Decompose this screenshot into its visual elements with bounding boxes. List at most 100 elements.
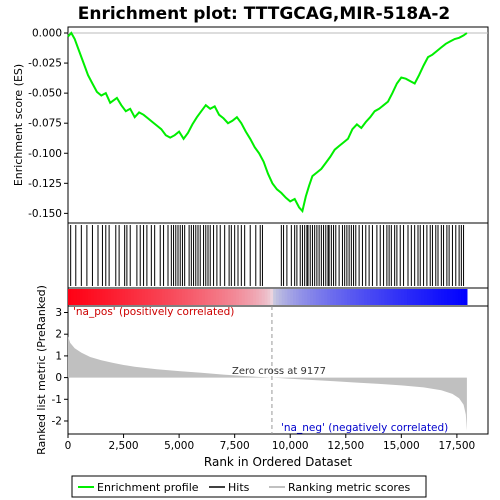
heat-cell [358,289,363,305]
heat-cell [147,289,152,305]
heat-cell [227,289,232,305]
heat-cell [204,289,209,305]
heat-cell [210,289,214,305]
heat-cell [82,289,86,305]
heat-cell [99,289,103,305]
chart-title: Enrichment plot: TTTGCAG,MIR-518A-2 [78,4,451,24]
heat-cell [321,289,326,305]
heat-cell [449,289,454,305]
heat-cell [461,289,465,305]
es-y-tick-label: -0.150 [28,208,62,220]
heat-cell [167,289,172,305]
heat-cell [341,289,345,305]
heat-cell [418,289,422,305]
heat-cell [150,289,155,305]
heat-cell [407,289,411,305]
heat-cell [264,289,269,305]
heat-cell [244,289,249,305]
metric-y-tick-label: -2 [52,415,62,427]
heat-cell [79,289,83,305]
heat-cell [389,289,394,305]
es-y-axis-label: Enrichment score (ES) [12,64,25,186]
heat-cell [435,289,439,305]
heat-cell [324,289,328,305]
heat-cell [162,289,166,305]
heat-cell [76,289,80,305]
heat-cell [464,289,468,305]
metric-y-tick-label: 2 [55,329,62,341]
heat-cell [327,289,331,305]
heat-cell [458,289,462,305]
heat-cell [221,289,226,305]
heat-cell [273,289,277,305]
heat-cell [295,289,300,305]
heat-cell [102,289,106,305]
x-tick-label: 7,500 [220,440,250,452]
heat-cell [367,289,371,305]
heat-cell [335,289,340,305]
heat-cell [267,289,271,305]
heat-cell [427,289,431,305]
legend-label-hits: Hits [228,481,250,494]
heat-cell [315,289,320,305]
metric-y-axis-label: Ranked list metric (PreRanked) [35,285,48,455]
heat-cell [398,289,402,305]
heat-cell [441,289,445,305]
heat-cell [301,289,306,305]
heat-cell [287,289,291,305]
heat-cell [330,289,334,305]
heat-cell [193,289,197,305]
hits-panel [67,222,489,289]
heat-cell [159,289,163,305]
legend-label-profile: Enrichment profile [97,481,199,494]
neg-label: 'na_neg' (negatively correlated) [281,422,448,434]
heat-cell [275,289,280,305]
heat-cell [446,289,451,305]
heat-cell [153,289,157,305]
heat-cell [364,289,368,305]
hits-frame [67,222,489,289]
x-tick-label: 15,000 [383,440,420,452]
heat-cell [96,289,100,305]
legend: Enrichment profile Hits Ranking metric s… [71,475,427,498]
heat-cell [190,289,194,305]
pos-label: 'na_pos' (positively correlated) [73,306,234,318]
heat-cell [119,289,123,305]
heat-cell [415,289,420,305]
es-y-tick-label: -0.050 [28,88,62,100]
es-y-tick-label: -0.075 [28,118,62,130]
heat-cell [127,289,132,305]
heat-cell [284,289,288,305]
heat-cell [124,289,129,305]
heat-cell [233,289,237,305]
heat-cell [361,289,365,305]
heat-cell [381,289,385,305]
heat-cell [344,289,348,305]
heat-cell [142,289,146,305]
x-tick-label: 5,000 [164,440,194,452]
zero-cross-label: Zero cross at 9177 [232,366,326,377]
heat-cell [250,289,254,305]
x-axis-label: Rank in Ordered Dataset [204,455,352,469]
heat-cell [238,289,243,305]
heat-cell [236,289,240,305]
ranking-metric-area [68,336,467,431]
heat-cell [387,289,391,305]
heat-cell [375,289,380,305]
heat-cell [87,289,92,305]
heat-cell [332,289,337,305]
heat-cell [73,289,78,305]
heat-cell [253,289,257,305]
heat-cell [392,289,397,305]
ranked-metric-panel: 3 2 1 0 -1 -2 0 2,500 5,000 7,500 10,000 12,500 15,… [35,285,489,469]
x-tick-label: 2,500 [109,440,139,452]
heat-cell [261,289,266,305]
metric-y-tick-label: 3 [55,307,62,319]
heat-cell [110,289,115,305]
heat-cell [68,289,72,305]
heat-cell [304,289,308,305]
heat-cell [201,289,206,305]
heat-cell [105,289,109,305]
metric-y-tick-label: 1 [55,350,62,362]
